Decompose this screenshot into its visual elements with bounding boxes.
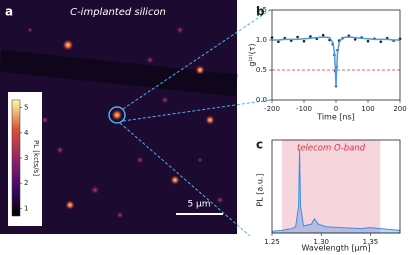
band xyxy=(281,140,381,233)
y-tick-label: 0.5 xyxy=(256,66,267,74)
data-point xyxy=(302,39,306,43)
y-tick-label: 1.5 xyxy=(256,6,267,14)
map-title: C-implanted silicon xyxy=(70,7,166,18)
colorbar-tick-label: 1 xyxy=(24,204,28,212)
data-point xyxy=(321,33,325,37)
axes-frame xyxy=(271,9,401,101)
band-label: telecom O-band xyxy=(297,144,366,154)
colorbar-tick-label: 5 xyxy=(24,104,28,112)
fit-line xyxy=(272,36,400,88)
panel-label: c xyxy=(256,138,263,152)
data-point xyxy=(379,40,383,44)
x-tick-label: -200 xyxy=(264,105,280,113)
zoom-lines xyxy=(119,9,271,237)
x-tick-label: 1.35 xyxy=(363,238,379,246)
colorbar-tick-label: 2 xyxy=(24,179,28,187)
data-point xyxy=(309,35,312,38)
data-point xyxy=(277,40,280,44)
x-tick-label: 1.25 xyxy=(264,238,280,246)
axes-frame xyxy=(271,139,401,234)
spectrum xyxy=(271,148,401,234)
x-axis-label: Wavelength [µm] xyxy=(301,244,370,253)
data-point xyxy=(296,35,299,39)
y-tick-label: 1.0 xyxy=(256,36,267,44)
x-tick-label: 100 xyxy=(361,105,374,113)
colorbar-tick-label: 3 xyxy=(24,154,28,162)
colorbar-tick-label: 4 xyxy=(24,129,29,137)
data-point xyxy=(366,39,370,43)
y-axis-label: PL [a.u.] xyxy=(256,173,265,206)
y-axis-label: g⁽²⁾(τ) xyxy=(248,43,257,66)
scalebar-label: 5 µm xyxy=(187,200,210,210)
pl-map: a C-implanted silicon 5 µm PL [kcts/s] xyxy=(0,0,238,234)
x-axis-label: Time [ns] xyxy=(316,113,355,122)
x-tick-label: -100 xyxy=(296,105,312,113)
y-tick-label: 0.0 xyxy=(256,96,267,104)
data-point xyxy=(353,38,357,41)
colorbar-label: PL [kcts/s] xyxy=(32,140,40,176)
x-tick-label: 1.30 xyxy=(313,238,329,246)
panel-label: a xyxy=(5,5,13,19)
panel-label: b xyxy=(256,5,265,19)
x-tick-label: 200 xyxy=(393,105,406,113)
x-tick-label: 0 xyxy=(334,105,338,113)
